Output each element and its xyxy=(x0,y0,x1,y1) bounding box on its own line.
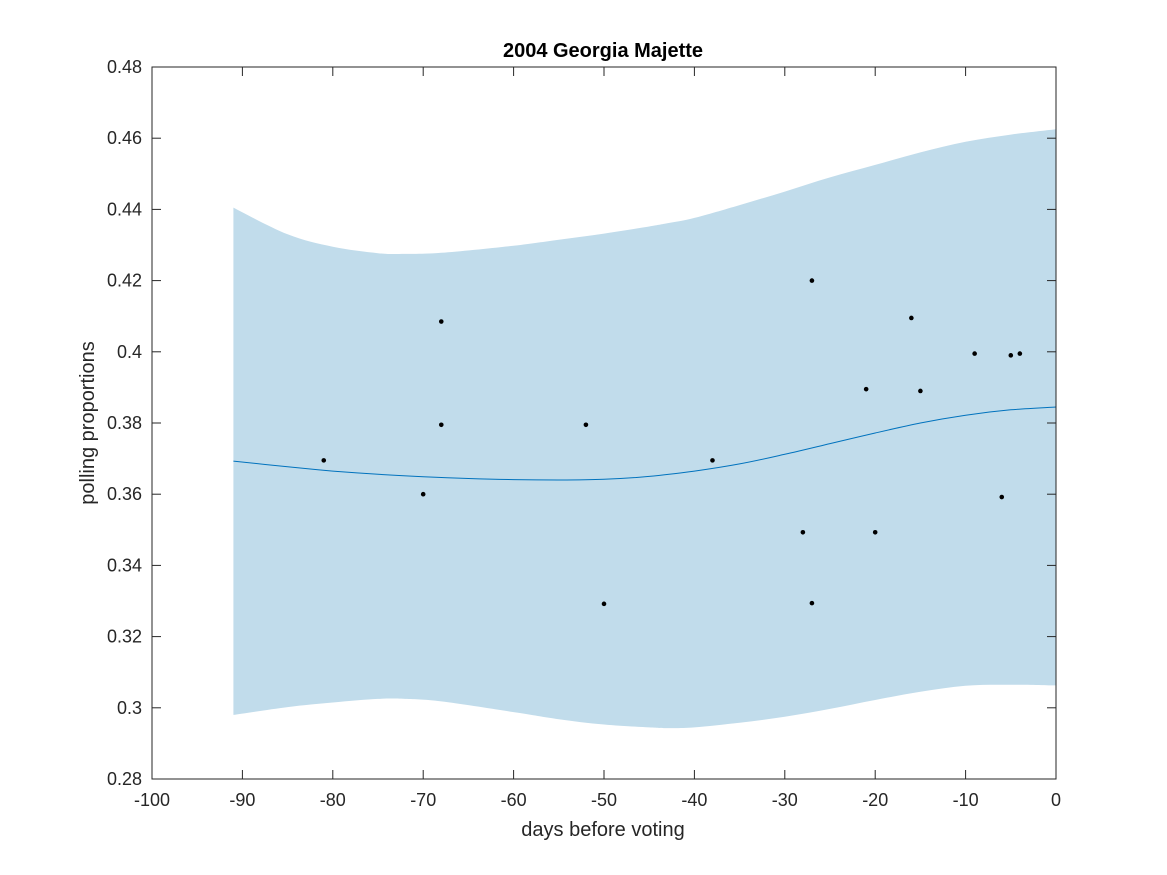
x-tick-label: -80 xyxy=(320,790,346,810)
fit-line xyxy=(233,406,1057,481)
x-axis-label: days before voting xyxy=(521,819,684,841)
data-point xyxy=(999,494,1005,500)
data-point xyxy=(809,278,815,283)
chart-title: 2004 Georgia Majette xyxy=(503,40,703,62)
y-axis-label: polling proportions xyxy=(77,341,99,504)
data-point xyxy=(601,601,607,607)
x-tick-label: -20 xyxy=(862,790,888,810)
y-tick-label: 0.32 xyxy=(107,627,142,647)
confidence-band xyxy=(233,129,1056,729)
data-points xyxy=(321,278,1023,607)
data-point xyxy=(1017,351,1023,356)
x-tick-label: -30 xyxy=(772,790,798,810)
y-tick-labels: 0.28 0.3 0.32 0.34 0.36 0.38 0.4 0.42 0.44 0.46 0.… xyxy=(107,57,142,789)
x-tick-label: -70 xyxy=(410,790,436,810)
y-tick-label: 0.3 xyxy=(117,698,142,718)
y-tick-label: 0.44 xyxy=(107,199,142,219)
data-point xyxy=(972,351,977,356)
x-tick-label: -100 xyxy=(134,790,170,810)
data-point xyxy=(909,315,914,321)
y-tick-label: 0.36 xyxy=(107,484,142,504)
data-point xyxy=(321,458,327,463)
y-tick-label: 0.46 xyxy=(107,128,142,148)
data-point xyxy=(438,422,444,428)
x-tick-label: -40 xyxy=(681,790,707,810)
data-point xyxy=(583,422,589,428)
data-point xyxy=(710,458,715,463)
y-tick-label: 0.48 xyxy=(107,57,142,77)
x-tick-labels: -100 -90 -80 -70 -60 -50 -40 -30 -20 -10 0 xyxy=(134,790,1061,810)
data-point xyxy=(863,386,869,392)
data-point xyxy=(918,388,923,394)
plot-area xyxy=(151,66,1057,780)
y-tick-label: 0.42 xyxy=(107,271,142,291)
data-point xyxy=(872,529,878,535)
x-tick-label: -10 xyxy=(953,790,979,810)
x-tick-label: -90 xyxy=(229,790,255,810)
data-point xyxy=(800,529,806,535)
data-point xyxy=(438,319,444,324)
data-point xyxy=(809,600,815,606)
axis-ticks xyxy=(151,66,1057,780)
y-tick-label: 0.4 xyxy=(117,342,142,362)
data-point xyxy=(1008,353,1014,358)
y-tick-label: 0.34 xyxy=(107,555,142,575)
y-tick-label: 0.38 xyxy=(107,413,142,433)
data-point xyxy=(420,491,426,497)
x-tick-label: -50 xyxy=(591,790,617,810)
y-tick-label: 0.28 xyxy=(107,769,142,789)
x-tick-label: -60 xyxy=(501,790,527,810)
x-tick-label: 0 xyxy=(1051,790,1061,810)
